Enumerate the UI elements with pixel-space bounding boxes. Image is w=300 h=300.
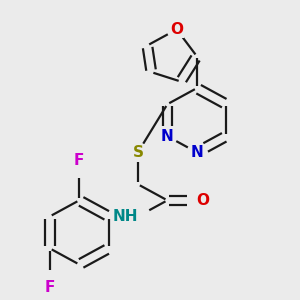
Text: N: N (161, 129, 174, 144)
Text: NH: NH (112, 209, 138, 224)
Text: F: F (45, 280, 55, 296)
Text: O: O (170, 22, 183, 37)
Text: O: O (197, 193, 210, 208)
Text: S: S (133, 145, 143, 160)
Text: N: N (190, 145, 203, 160)
Text: F: F (74, 153, 84, 168)
